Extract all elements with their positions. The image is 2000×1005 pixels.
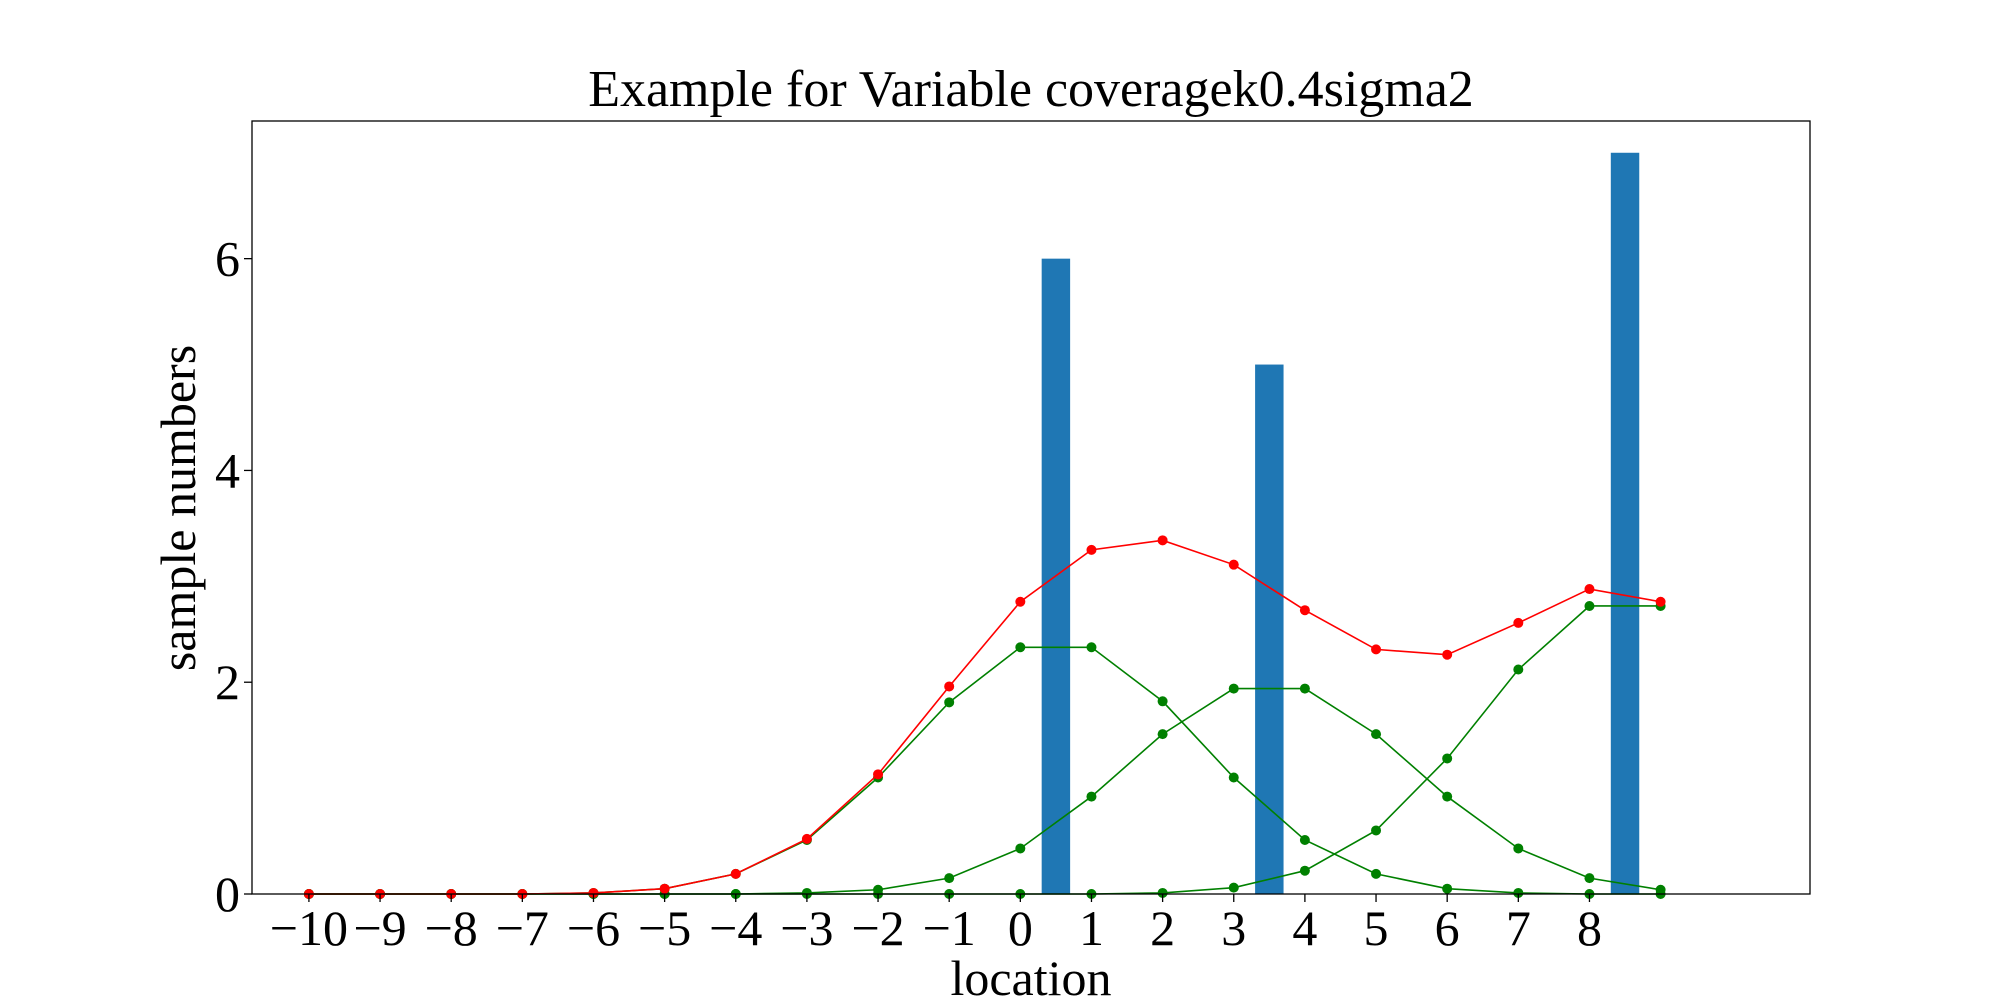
- x-tick-label: 8: [1577, 900, 1602, 956]
- series-1-point: [1371, 644, 1382, 655]
- x-tick-label: −10: [270, 900, 348, 956]
- x-tick-label: −2: [851, 900, 904, 956]
- series-2-point: [1157, 696, 1168, 707]
- series-3-point: [1513, 843, 1524, 854]
- x-tick-label: 3: [1221, 900, 1246, 956]
- y-tick-label: 0: [215, 866, 240, 922]
- chart-title: Example for Variable coveragek0.4sigma2: [588, 61, 1474, 118]
- series-1-point: [588, 887, 599, 898]
- series-1-point: [1584, 584, 1595, 595]
- x-tick-label: 6: [1435, 900, 1460, 956]
- series-3-point: [1015, 843, 1026, 854]
- y-tick-label: 4: [215, 442, 240, 498]
- y-tick-label: 2: [215, 654, 240, 710]
- series-3-line: [308, 687, 1661, 895]
- bar-2: [1255, 364, 1284, 894]
- x-tick-label: −7: [496, 900, 549, 956]
- series-1-point: [730, 868, 741, 879]
- x-tick-label: −3: [780, 900, 833, 956]
- series-2-point: [1015, 642, 1026, 653]
- y-axis-label: sample numbers: [150, 345, 206, 671]
- series-2-point: [1513, 887, 1524, 898]
- series-4-point: [1228, 882, 1239, 893]
- x-tick-label: 2: [1150, 900, 1175, 956]
- series-1-point: [1442, 649, 1453, 660]
- x-tick-label: 5: [1364, 900, 1389, 956]
- series-1-point: [1015, 596, 1026, 607]
- series-1-point: [944, 681, 955, 692]
- series-2-line: [308, 646, 1661, 895]
- x-tick-label: 1: [1079, 900, 1104, 956]
- series-4-point: [1584, 600, 1595, 611]
- x-tick-label: −4: [709, 900, 762, 956]
- series-4-point: [1442, 753, 1453, 764]
- series-1-point: [659, 883, 670, 894]
- x-tick-label: −6: [567, 900, 620, 956]
- x-tick-label: 7: [1506, 900, 1531, 956]
- series-1-point: [1513, 617, 1524, 628]
- plot-frame: [251, 120, 1811, 895]
- series-4-point: [1513, 664, 1524, 675]
- series-2-point: [1086, 642, 1097, 653]
- x-axis-label: location: [950, 950, 1111, 1000]
- series-4-point: [1371, 825, 1382, 836]
- series-1-line: [308, 539, 1661, 895]
- series-3-point: [1442, 791, 1453, 802]
- series-4-point: [1157, 887, 1168, 898]
- series-3-point: [1228, 683, 1239, 694]
- bar-3: [1610, 152, 1640, 895]
- series-1-point: [1228, 559, 1239, 570]
- series-1-point: [801, 833, 812, 844]
- x-tick-label: 4: [1292, 900, 1317, 956]
- series-3-point: [1584, 873, 1595, 884]
- x-tick-label: −1: [923, 900, 976, 956]
- y-tick-label: 6: [215, 231, 240, 287]
- series-4-point: [1299, 865, 1310, 876]
- series-1-point: [1299, 605, 1310, 616]
- series-1-point: [1086, 544, 1097, 555]
- series-3-point: [944, 873, 955, 884]
- series-2-point: [1442, 883, 1453, 894]
- series-1-point: [873, 769, 884, 780]
- series-2-point: [1299, 834, 1310, 845]
- series-3-point: [1371, 729, 1382, 740]
- x-tick-label: −8: [425, 900, 478, 956]
- series-3-point: [1655, 884, 1666, 895]
- series-3-point: [1157, 729, 1168, 740]
- series-1-point: [1655, 596, 1666, 607]
- x-tick-label: −5: [638, 900, 691, 956]
- series-2-point: [1371, 868, 1382, 879]
- series-1-point: [1157, 535, 1168, 546]
- x-tick-label: 0: [1008, 900, 1033, 956]
- series-3-point: [1086, 791, 1097, 802]
- series-2-point: [944, 697, 955, 708]
- series-2-point: [1228, 772, 1239, 783]
- x-tick-label: −9: [353, 900, 406, 956]
- series-3-point: [1299, 683, 1310, 694]
